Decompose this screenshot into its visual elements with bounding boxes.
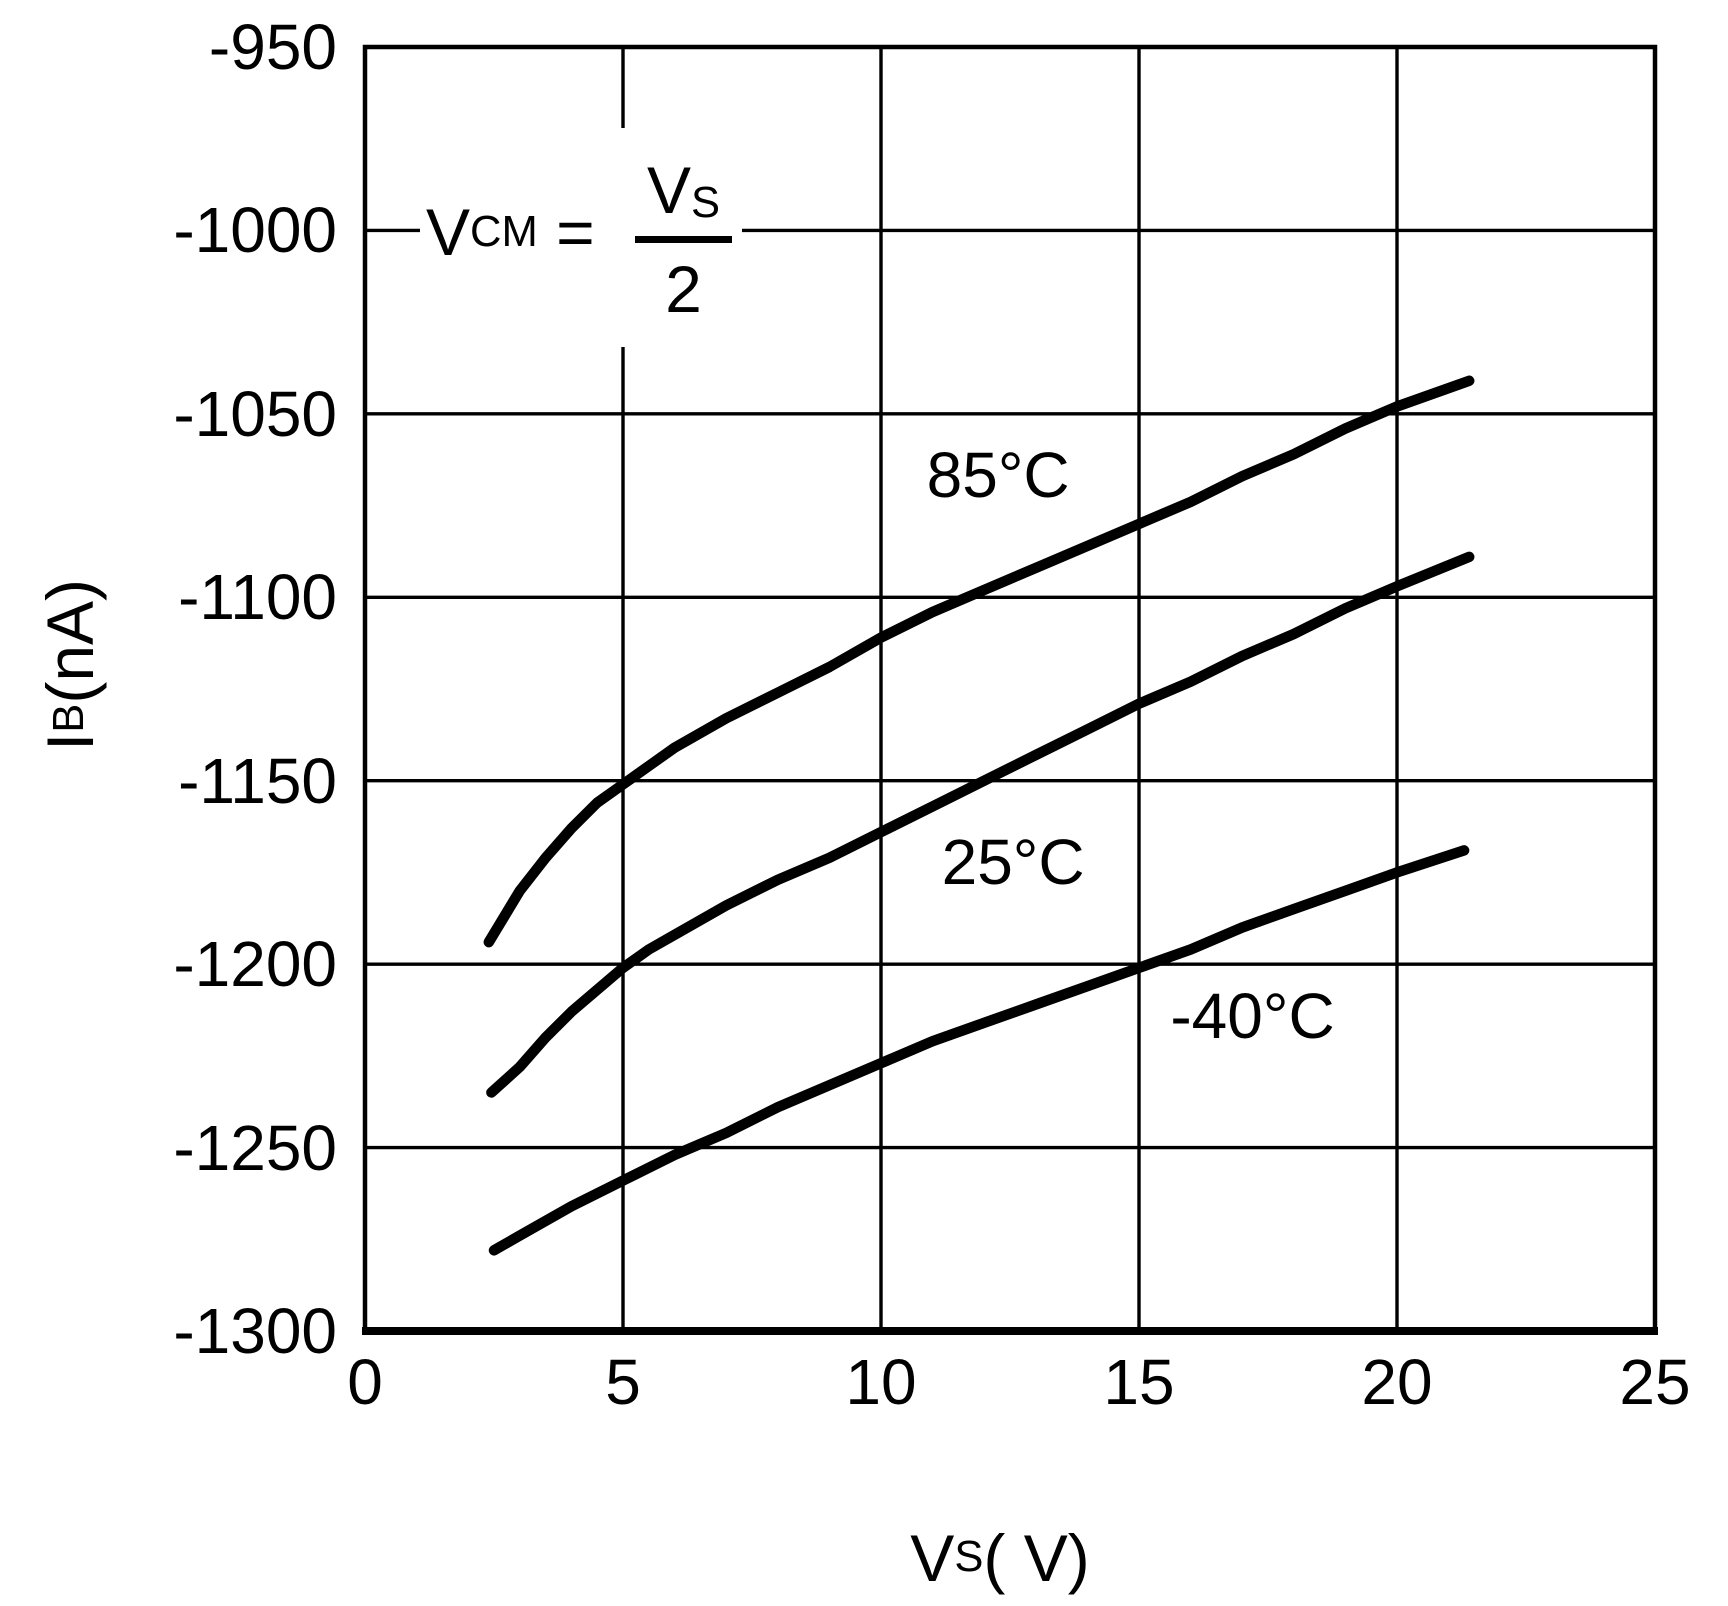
y-axis-symbol: I xyxy=(33,732,107,752)
vcm-subscript: CM xyxy=(470,207,538,256)
x-tick-label: 15 xyxy=(1103,1346,1175,1418)
y-tick-label: -1250 xyxy=(173,1111,337,1184)
y-tick-label: -1150 xyxy=(178,744,337,817)
x-tick-label: 20 xyxy=(1361,1346,1433,1418)
curve-40-c xyxy=(488,845,1470,1256)
x-tick-label: 5 xyxy=(605,1346,641,1418)
y-tick-label: -1200 xyxy=(173,928,337,1001)
y-axis-subscript: B xyxy=(45,703,94,733)
y-tick-label: -950 xyxy=(208,11,337,83)
y-tick-label: -1100 xyxy=(178,561,337,634)
curve-25-c xyxy=(486,551,1475,1098)
vs-subscript: S xyxy=(691,179,721,227)
series-label-40-c: -40°C xyxy=(1164,981,1341,1050)
y-axis-unit: (nA) xyxy=(33,578,107,704)
x-axis-subscript: S xyxy=(954,1533,984,1582)
x-tick-label: 0 xyxy=(347,1346,383,1418)
series-label-25-c: 25°C xyxy=(935,828,1091,897)
y-tick-label: -1050 xyxy=(173,377,337,450)
equals-sign: = xyxy=(537,195,613,269)
x-axis-symbol: V xyxy=(910,1521,955,1595)
series-label-85-c: 85°C xyxy=(920,441,1076,510)
fraction-denominator: 2 xyxy=(665,252,702,326)
y-tick-label: -1000 xyxy=(173,194,337,267)
vs-symbol: V xyxy=(646,153,692,227)
vcm-annotation-lhs: V CM = xyxy=(426,128,613,336)
vcm-symbol: V xyxy=(426,195,471,269)
y-tick-label: -1300 xyxy=(173,1295,337,1367)
x-axis-unit: ( V) xyxy=(983,1521,1090,1595)
curve-85-c xyxy=(483,375,1475,948)
x-tick-label: 10 xyxy=(845,1346,917,1418)
x-tick-label: 25 xyxy=(1619,1346,1691,1418)
